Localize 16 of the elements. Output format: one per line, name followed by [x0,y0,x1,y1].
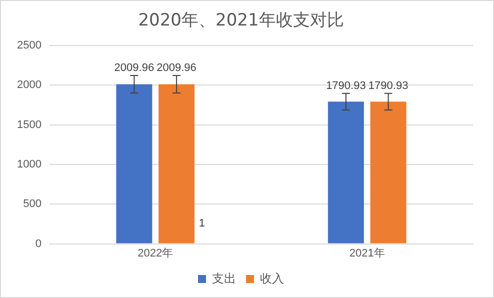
x-tick-label: 2021年 [349,247,385,260]
data-label: 2009.96 [114,62,154,74]
data-label: 2009.96 [156,62,196,74]
y-tick-label: 0 [35,238,42,250]
data-label: 1790.93 [368,80,408,92]
annotation: 1 [198,217,206,230]
legend-label: 支出 [212,271,236,286]
y-tick-label: 1500 [16,118,42,131]
data-label: 1790.93 [326,80,366,92]
y-tick-label: 500 [23,198,42,210]
x-tick-label: 2022年 [138,247,174,260]
y-tick-label: 2500 [16,39,42,52]
chart-title: 2020年、2021年收支对比 [138,10,344,31]
y-tick-label: 2000 [16,79,42,92]
y-tick-label: 1000 [16,158,42,170]
legend-label: 收入 [260,271,284,286]
